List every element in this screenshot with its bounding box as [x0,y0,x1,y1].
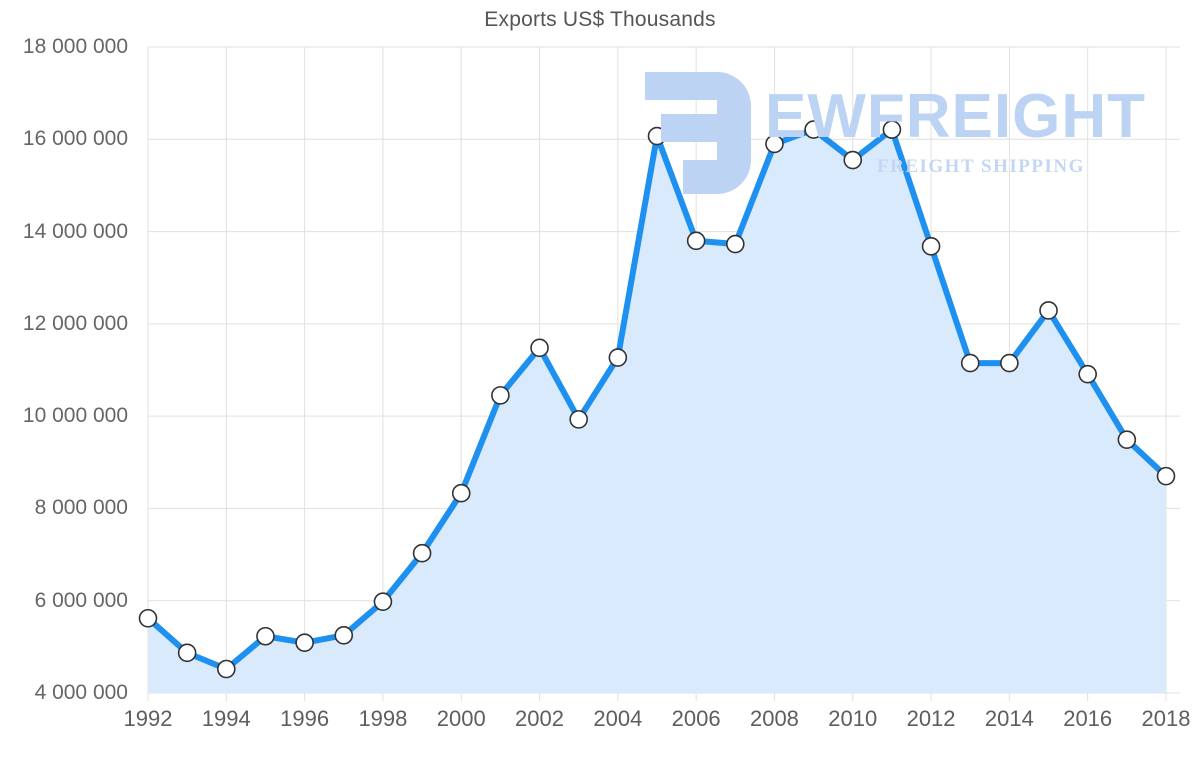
data-point-marker[interactable] [530,338,549,358]
x-axis-tick-label: 2016 [1063,706,1113,731]
data-point-marker[interactable] [1156,466,1176,486]
y-axis-tick-label: 8 000 000 [34,496,128,520]
x-axis-tick-label: 2002 [515,706,565,731]
x-axis-tick-label: 2012 [906,706,956,731]
x-axis-tick-label: 2014 [984,706,1034,731]
data-point-marker[interactable] [726,234,745,254]
data-point-marker[interactable] [960,353,980,373]
x-axis-tick-label: 1998 [358,706,408,731]
data-point-marker[interactable] [451,483,471,503]
data-point-marker[interactable] [177,643,197,663]
data-point-marker[interactable] [373,592,393,611]
y-axis-tick-label: 16 000 000 [22,127,128,151]
data-point-marker[interactable] [647,126,667,146]
chart-title: Exports US$ Thousands [484,8,716,31]
data-point-marker[interactable] [138,608,158,628]
data-point-marker[interactable] [882,120,902,139]
data-point-marker[interactable] [491,386,510,405]
x-axis-tick-label: 2000 [436,706,486,731]
y-axis-tick-label: 14 000 000 [22,219,128,243]
data-point-marker[interactable] [412,543,432,563]
data-point-marker[interactable] [1117,430,1137,449]
x-axis-tick-label: 2010 [828,706,878,731]
data-point-marker[interactable] [217,659,236,679]
x-axis-tick-label: 2004 [593,706,643,731]
y-axis-tick-label: 12 000 000 [22,311,128,335]
data-point-marker[interactable] [921,237,941,256]
data-point-marker[interactable] [334,626,354,645]
data-point-marker[interactable] [569,410,588,429]
y-axis-tick-label: 4 000 000 [34,681,128,704]
x-axis-tick-label: 2008 [749,706,799,731]
x-axis-tick-label: 1994 [201,706,251,731]
data-point-marker[interactable] [686,231,706,251]
x-axis-tick-label: 1996 [280,706,330,731]
data-point-marker[interactable] [804,120,823,139]
data-point-marker[interactable] [765,134,784,154]
data-point-marker[interactable] [1039,301,1058,320]
area-fill [148,129,1166,694]
y-axis-tick-label: 6 000 000 [34,588,128,612]
data-point-marker[interactable] [256,626,275,646]
x-axis-tick-label: 2018 [1141,706,1191,731]
x-axis-tick-label: 2006 [671,706,721,731]
data-point-marker[interactable] [1078,364,1097,384]
y-axis-tick-labels: 18 000 000 16 000 000 14 000 000 12 000 000… [0,0,128,763]
data-point-marker[interactable] [843,150,863,170]
data-point-marker[interactable] [608,348,628,367]
data-point-marker[interactable] [1000,353,1019,373]
y-axis-tick-label: 10 000 000 [22,404,128,428]
y-axis-tick-label: 18 000 000 [22,35,128,58]
data-point-markers [138,120,1176,679]
x-axis-tick-label: 1992 [123,706,173,731]
data-point-marker[interactable] [295,633,314,653]
